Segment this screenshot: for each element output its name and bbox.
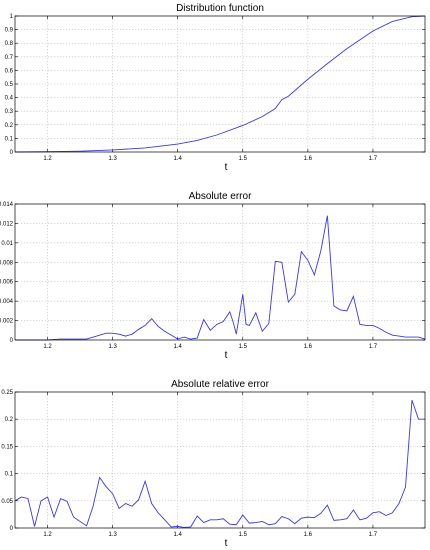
x-tick-label: 1.7 bbox=[369, 344, 378, 350]
x-tick-label: 1.3 bbox=[108, 156, 117, 162]
x-tick-label: 1.7 bbox=[369, 156, 378, 162]
y-tick-label: 0 bbox=[10, 526, 14, 532]
y-tick-label: 0.8 bbox=[5, 41, 14, 47]
panel-2: Absolute error 1.2 1.3 1.4 1.5 1.6 1.7 0 0.002 0.… bbox=[0, 191, 426, 361]
y-tick-label: 0.25 bbox=[1, 390, 13, 396]
y-tick-label: 0.1 bbox=[5, 136, 14, 142]
y-tick-label: 0.006 bbox=[0, 280, 14, 286]
y-tick-label: 0.014 bbox=[0, 202, 14, 208]
panel-3: Absolute relative error 1.2 1.3 1.4 1.5 1.6 1.… bbox=[1, 379, 426, 549]
x-tick-label: 1.3 bbox=[108, 344, 117, 350]
y-tick-label: 0 bbox=[10, 150, 14, 156]
x-tick-label: 1.2 bbox=[43, 156, 52, 162]
x-tick-label: 1.4 bbox=[174, 344, 183, 350]
chart-title: Absolute relative error bbox=[171, 379, 269, 390]
y-tick-label: 0 bbox=[10, 338, 14, 344]
chart-title: Distribution function bbox=[176, 3, 264, 14]
x-axis-label: t bbox=[225, 538, 228, 549]
y-tick-label: 0.4 bbox=[5, 96, 14, 102]
y-tick-label: 0.3 bbox=[5, 109, 14, 115]
x-tick-label: 1.2 bbox=[43, 532, 52, 538]
y-tick-label: 0.6 bbox=[5, 68, 14, 74]
x-tick-label: 1.2 bbox=[43, 344, 52, 350]
x-tick-label: 1.5 bbox=[239, 344, 248, 350]
y-tick-label: 0.5 bbox=[5, 82, 14, 88]
panel-1: Distribution function 1.2 1.3 1.4 1.5 1.6 1.7 0… bbox=[5, 3, 426, 173]
y-tick-label: 0.2 bbox=[5, 123, 14, 129]
y-tick-label: 0.9 bbox=[5, 28, 14, 34]
y-tick-label: 0.15 bbox=[1, 444, 13, 450]
y-tick-label: 0.008 bbox=[0, 260, 14, 266]
x-tick-label: 1.6 bbox=[304, 532, 313, 538]
y-tick-label: 0.012 bbox=[0, 221, 14, 227]
y-tick-label: 0.7 bbox=[5, 55, 14, 61]
x-tick-label: 1.4 bbox=[174, 156, 183, 162]
x-tick-label: 1.4 bbox=[174, 532, 183, 538]
chart-title: Absolute error bbox=[189, 191, 252, 202]
x-tick-label: 1.6 bbox=[304, 344, 313, 350]
series-line-1 bbox=[14, 15, 426, 153]
y-tick-label: 1 bbox=[10, 14, 14, 20]
x-axis-label: t bbox=[225, 162, 228, 173]
y-tick-label: 0.1 bbox=[5, 472, 14, 478]
plot-frame bbox=[14, 203, 426, 341]
x-tick-label: 1.6 bbox=[304, 156, 313, 162]
y-tick-label: 0.002 bbox=[0, 319, 14, 325]
y-tick-label: 0.05 bbox=[1, 499, 13, 505]
x-axis-label: t bbox=[225, 350, 228, 361]
plot-frame bbox=[14, 15, 426, 153]
series-line-1 bbox=[15, 215, 426, 341]
series-line-1 bbox=[14, 400, 425, 528]
y-tick-label: 0.004 bbox=[0, 299, 14, 305]
plot-frame bbox=[14, 391, 426, 529]
y-tick-label: 0.01 bbox=[1, 241, 13, 247]
x-tick-label: 1.5 bbox=[239, 532, 248, 538]
x-tick-label: 1.5 bbox=[239, 156, 248, 162]
y-tick-label: 0.2 bbox=[5, 417, 14, 423]
x-tick-label: 1.3 bbox=[108, 532, 117, 538]
x-tick-label: 1.7 bbox=[369, 532, 378, 538]
